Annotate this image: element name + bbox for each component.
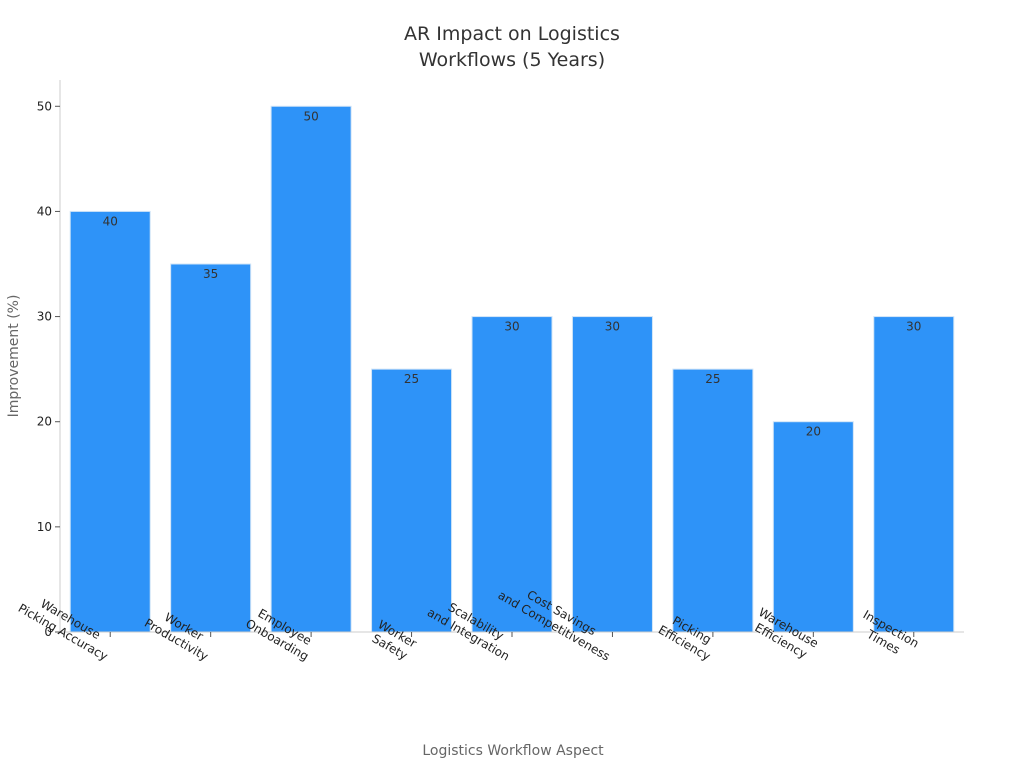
bar — [772, 421, 854, 633]
bar-value-label: 50 — [303, 109, 318, 123]
y-axis-title: Improvement (%) — [6, 295, 22, 418]
bar-value-label: 30 — [504, 320, 519, 334]
bar — [471, 316, 553, 633]
bar-value-label: 20 — [806, 425, 821, 439]
bar-value-label: 35 — [203, 267, 218, 281]
y-tick-label: 30 — [37, 310, 52, 324]
bar-value-label: 30 — [906, 320, 921, 334]
y-tick-label: 20 — [37, 415, 52, 429]
y-tick-label: 10 — [37, 520, 52, 534]
y-ticks-group: 0 10 20 30 40 50 — [37, 99, 60, 639]
bar — [270, 105, 352, 633]
bar — [873, 316, 955, 633]
bar — [170, 263, 252, 633]
chart-title-line-2: Workflows (5 Years) — [419, 49, 605, 71]
x-axis-title: Logistics Workflow Aspect — [422, 743, 604, 759]
bar-value-label: 25 — [705, 372, 720, 386]
y-tick-label: 0 — [44, 625, 52, 639]
bar-value-label: 25 — [404, 372, 419, 386]
bars-group — [69, 105, 955, 633]
value-labels-group: 40 35 50 25 30 30 25 20 30 — [103, 109, 922, 438]
y-tick-label: 50 — [37, 99, 52, 113]
bar — [672, 368, 754, 633]
bar-value-label: 40 — [103, 214, 118, 228]
bar — [571, 316, 653, 633]
chart-title-line-1: AR Impact on Logistics — [404, 23, 620, 45]
bar — [371, 368, 453, 633]
bar — [69, 210, 151, 633]
y-tick-label: 40 — [37, 204, 52, 218]
bar-value-label: 30 — [605, 320, 620, 334]
